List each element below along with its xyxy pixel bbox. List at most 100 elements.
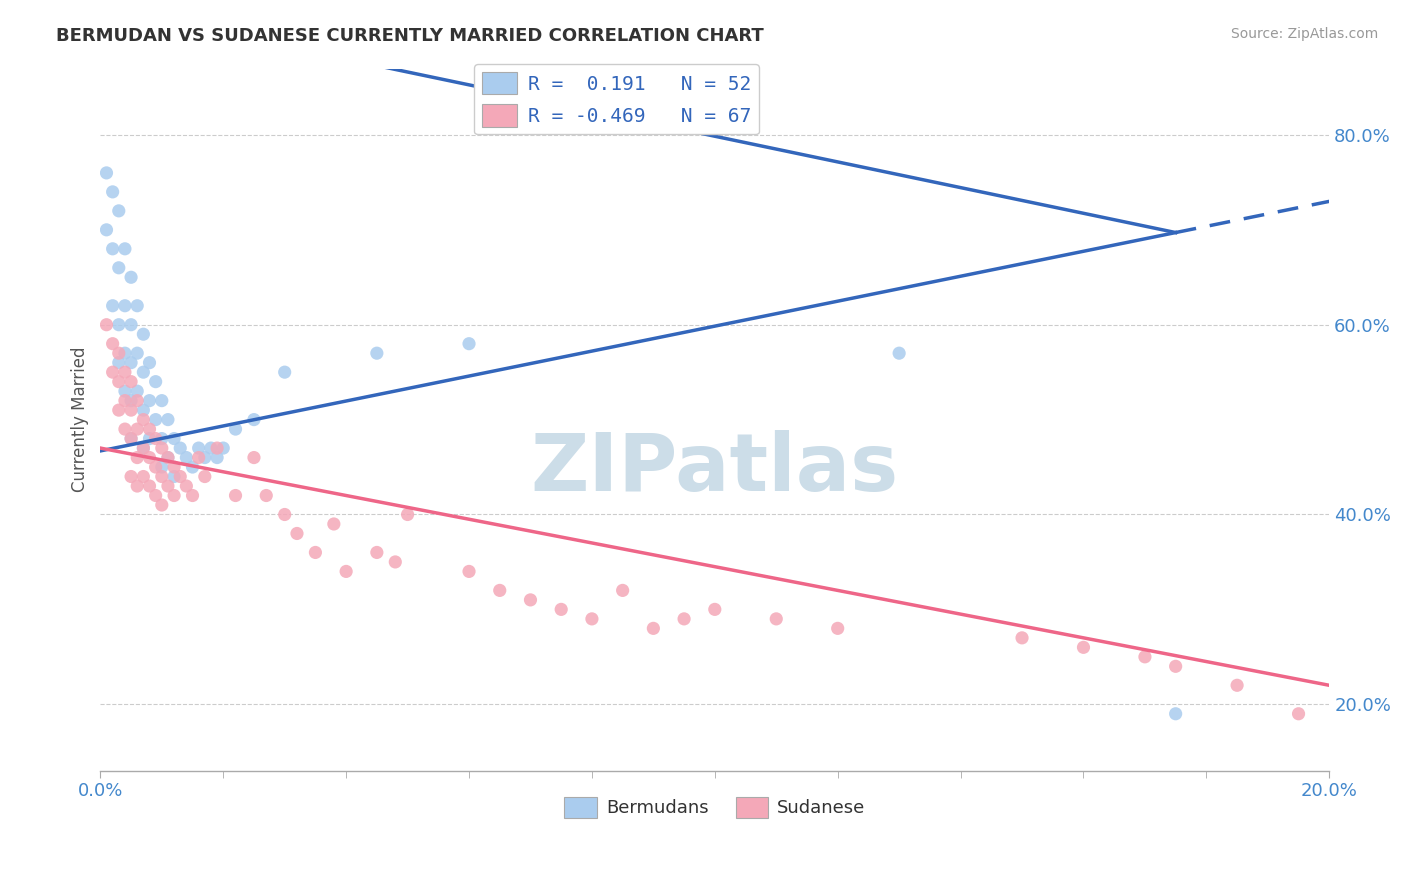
Point [138,356,160,370]
Point [132,365,155,379]
Point [114,242,136,256]
Point [254,489,277,503]
Point [132,412,155,426]
Point [1073,640,1095,655]
Point [138,450,160,465]
Point [889,346,911,360]
Point [550,602,572,616]
Point [322,516,344,531]
Point [120,393,142,408]
Point [458,565,481,579]
Point [101,185,124,199]
Point [458,336,481,351]
Point [243,450,266,465]
Point [169,469,191,483]
Point [181,489,204,503]
Point [150,432,173,446]
Point [169,441,191,455]
Point [138,422,160,436]
Point [127,422,149,436]
Point [1164,706,1187,721]
Point [703,602,725,616]
Text: ZIPatlas: ZIPatlas [530,430,898,508]
Point [273,365,295,379]
Point [150,441,173,455]
Point [273,508,295,522]
Point [107,260,129,275]
Legend: Bermudans, Sudanese: Bermudans, Sudanese [557,789,873,825]
Point [101,299,124,313]
Point [1288,706,1310,721]
Point [366,346,388,360]
Point [181,460,204,475]
Point [107,318,129,332]
Point [132,403,155,417]
Point [156,412,179,426]
Point [138,393,160,408]
Point [212,441,235,455]
Point [120,270,142,285]
Point [127,393,149,408]
Point [114,393,136,408]
Point [101,336,124,351]
Point [163,469,186,483]
Point [225,422,247,436]
Point [205,450,228,465]
Point [396,508,419,522]
Point [163,460,186,475]
Point [581,612,603,626]
Point [120,432,142,446]
Point [114,422,136,436]
Point [127,384,149,398]
Point [1133,649,1156,664]
Point [225,489,247,503]
Point [519,593,541,607]
Point [114,365,136,379]
Point [138,479,160,493]
Point [150,498,173,512]
Point [96,223,118,237]
Point [96,318,118,332]
Point [187,441,209,455]
Point [132,327,155,342]
Point [243,412,266,426]
Point [120,356,142,370]
Point [145,412,167,426]
Point [132,441,155,455]
Text: Source: ZipAtlas.com: Source: ZipAtlas.com [1230,27,1378,41]
Point [107,203,129,218]
Point [127,299,149,313]
Point [827,621,849,635]
Point [205,441,228,455]
Point [150,460,173,475]
Point [150,469,173,483]
Point [107,375,129,389]
Point [1164,659,1187,673]
Point [127,346,149,360]
Point [194,469,217,483]
Point [132,469,155,483]
Point [127,450,149,465]
Point [156,450,179,465]
Point [304,545,326,559]
Point [366,545,388,559]
Point [176,450,198,465]
Point [107,403,129,417]
Point [101,242,124,256]
Point [488,583,510,598]
Point [114,346,136,360]
Y-axis label: Currently Married: Currently Married [72,347,89,492]
Point [335,565,357,579]
Point [120,469,142,483]
Point [384,555,406,569]
Point [132,441,155,455]
Point [765,612,787,626]
Point [107,346,129,360]
Point [156,450,179,465]
Point [187,450,209,465]
Point [285,526,308,541]
Point [101,365,124,379]
Point [176,479,198,493]
Point [120,318,142,332]
Point [643,621,665,635]
